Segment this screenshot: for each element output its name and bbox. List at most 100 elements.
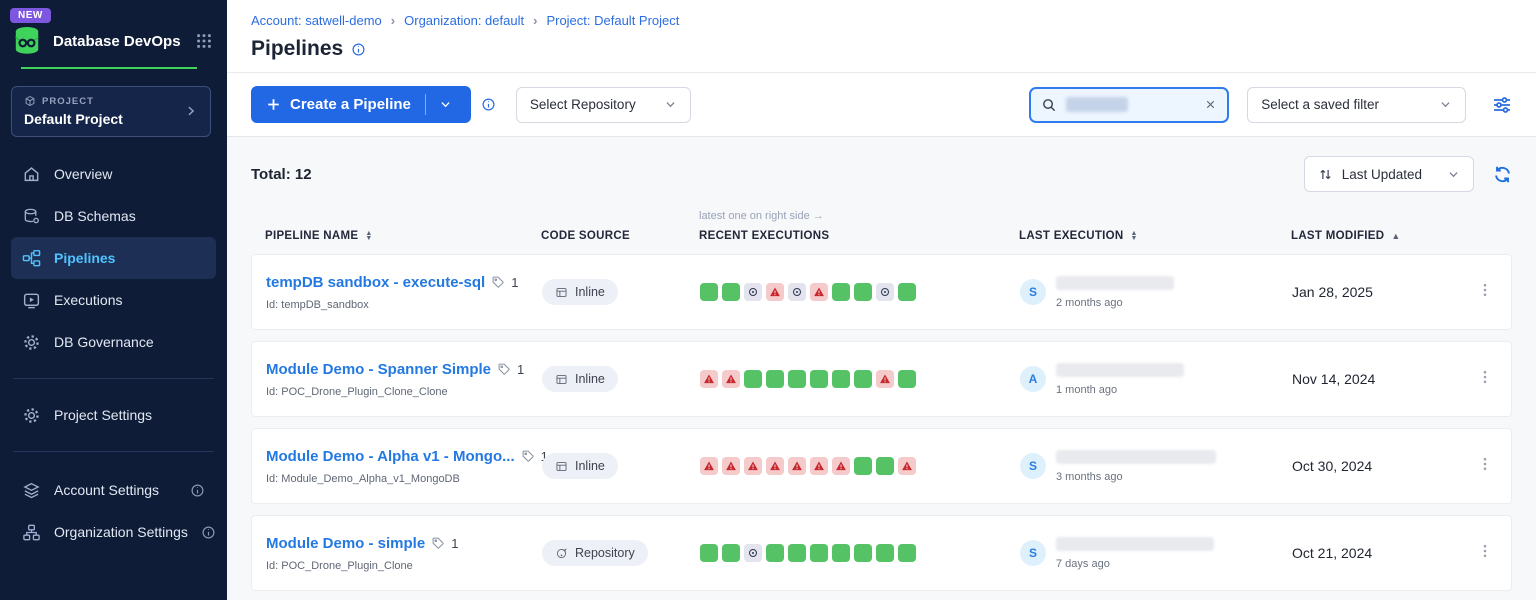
execution-status-success[interactable]: [744, 370, 762, 388]
row-menu-button[interactable]: [1477, 543, 1493, 559]
create-pipeline-caret[interactable]: [426, 86, 465, 123]
execution-status-success[interactable]: [700, 544, 718, 562]
executor-avatar[interactable]: S: [1020, 540, 1046, 566]
pipeline-id: Id: tempDB_sandbox: [266, 298, 369, 311]
execution-status-error[interactable]: [810, 457, 828, 475]
execution-status-error[interactable]: [766, 283, 784, 301]
executor-avatar[interactable]: A: [1020, 366, 1046, 392]
execution-status-skipped[interactable]: [744, 283, 762, 301]
search-input[interactable]: [1029, 86, 1230, 123]
execution-status-success[interactable]: [722, 283, 740, 301]
sidebar-item-organization-settings[interactable]: Organization Settings: [11, 511, 216, 553]
execution-status-success[interactable]: [766, 370, 784, 388]
execution-status-success[interactable]: [854, 544, 872, 562]
clear-search-icon[interactable]: [1204, 98, 1217, 111]
execution-status-success[interactable]: [898, 370, 916, 388]
pipeline-name-link[interactable]: Module Demo - simple: [266, 534, 426, 552]
create-pipeline-info-icon[interactable]: [481, 97, 496, 112]
execution-status-success[interactable]: [854, 283, 872, 301]
page-title-info-icon[interactable]: [351, 42, 366, 57]
filter-sliders-icon[interactable]: [1492, 95, 1512, 115]
project-selector[interactable]: PROJECT Default Project: [11, 86, 211, 137]
sidebar-item-pipelines[interactable]: Pipelines: [11, 237, 216, 279]
last-execution-time: 7 days ago: [1056, 557, 1110, 570]
execution-status-error[interactable]: [700, 457, 718, 475]
execution-status-error[interactable]: [788, 457, 806, 475]
home-icon: [22, 165, 41, 184]
breadcrumb-link-1[interactable]: Organization: default: [404, 13, 525, 28]
breadcrumb-link-0[interactable]: Account: satwell-demo: [251, 13, 382, 28]
sort-toggle-icon[interactable]: ▲ ▼: [1130, 229, 1138, 242]
redacted-user-name: [1056, 536, 1214, 551]
execution-status-success[interactable]: [832, 283, 850, 301]
execution-status-error[interactable]: [700, 370, 718, 388]
apps-grid-icon[interactable]: [195, 32, 213, 50]
row-menu-button[interactable]: [1477, 369, 1493, 385]
breadcrumb-link-2[interactable]: Project: Default Project: [546, 13, 680, 28]
execution-status-error[interactable]: [898, 457, 916, 475]
sidebar-item-label: Organization Settings: [54, 524, 188, 540]
saved-filter-label: Select a saved filter: [1261, 97, 1379, 112]
pipeline-name-link[interactable]: tempDB sandbox - execute-sql: [266, 273, 486, 291]
project-selector-label: PROJECT: [42, 95, 94, 107]
execution-status-success[interactable]: [766, 544, 784, 562]
select-repository-dropdown[interactable]: Select Repository: [515, 86, 691, 123]
execution-status-error[interactable]: [722, 370, 740, 388]
execution-status-error[interactable]: [832, 457, 850, 475]
execution-status-success[interactable]: [898, 283, 916, 301]
executor-avatar[interactable]: S: [1020, 279, 1046, 305]
sort-dropdown[interactable]: Last Updated: [1303, 156, 1474, 192]
pipeline-name-link[interactable]: Module Demo - Spanner Simple: [266, 360, 492, 378]
execution-status-success[interactable]: [832, 370, 850, 388]
executor-avatar[interactable]: S: [1020, 453, 1046, 479]
sidebar-item-label: DB Schemas: [54, 208, 136, 224]
execution-status-error[interactable]: [722, 457, 740, 475]
execution-status-success[interactable]: [722, 544, 740, 562]
code-source-badge: Repository: [542, 540, 648, 566]
saved-filter-dropdown[interactable]: Select a saved filter: [1247, 86, 1466, 123]
info-icon: [190, 483, 205, 498]
refresh-icon[interactable]: [1493, 165, 1512, 184]
plus-icon: [266, 97, 281, 112]
execution-status-success[interactable]: [854, 370, 872, 388]
execution-status-error[interactable]: [876, 370, 894, 388]
redacted-user-name: [1056, 449, 1216, 464]
execution-status-error[interactable]: [766, 457, 784, 475]
execution-status-skipped[interactable]: [788, 283, 806, 301]
execution-status-success[interactable]: [788, 370, 806, 388]
recent-executions: [700, 283, 1020, 301]
sidebar-item-executions[interactable]: Executions: [11, 279, 216, 321]
execution-status-skipped[interactable]: [876, 283, 894, 301]
execution-status-success[interactable]: [700, 283, 718, 301]
info-icon: [201, 525, 216, 540]
sort-toggle-icon[interactable]: ▲ ▼: [365, 229, 373, 242]
execution-status-success[interactable]: [854, 457, 872, 475]
pipeline-name-link[interactable]: Module Demo - Alpha v1 - Mongo...: [266, 447, 515, 465]
row-menu-button[interactable]: [1477, 456, 1493, 472]
execution-status-error[interactable]: [810, 283, 828, 301]
execution-status-success[interactable]: [788, 544, 806, 562]
execution-status-success[interactable]: [810, 544, 828, 562]
sidebar-item-account-settings[interactable]: Account Settings: [11, 469, 216, 511]
execution-status-error[interactable]: [744, 457, 762, 475]
execution-status-success[interactable]: [810, 370, 828, 388]
redacted-user-name: [1056, 275, 1174, 290]
col-last-execution: LAST EXECUTION: [1019, 230, 1124, 242]
sidebar-item-db-governance[interactable]: DB Governance: [11, 321, 216, 363]
sidebar-item-overview[interactable]: Overview: [11, 153, 216, 195]
code-source-badge: Inline: [542, 453, 618, 479]
sidebar-item-project-settings[interactable]: Project Settings: [11, 394, 216, 436]
last-modified-date: Jan 28, 2025: [1292, 284, 1373, 300]
sort-asc-icon[interactable]: ▲: [1391, 230, 1401, 241]
execution-status-success[interactable]: [898, 544, 916, 562]
row-menu-button[interactable]: [1477, 282, 1493, 298]
execution-status-success[interactable]: [832, 544, 850, 562]
create-pipeline-button[interactable]: Create a Pipeline: [251, 86, 471, 123]
execution-status-success[interactable]: [876, 457, 894, 475]
execution-status-skipped[interactable]: [744, 544, 762, 562]
sidebar-item-label: DB Governance: [54, 334, 154, 350]
sidebar-item-label: Project Settings: [54, 407, 153, 423]
sidebar-item-db-schemas[interactable]: DB Schemas: [11, 195, 216, 237]
inline-source-icon: [555, 286, 568, 299]
execution-status-success[interactable]: [876, 544, 894, 562]
